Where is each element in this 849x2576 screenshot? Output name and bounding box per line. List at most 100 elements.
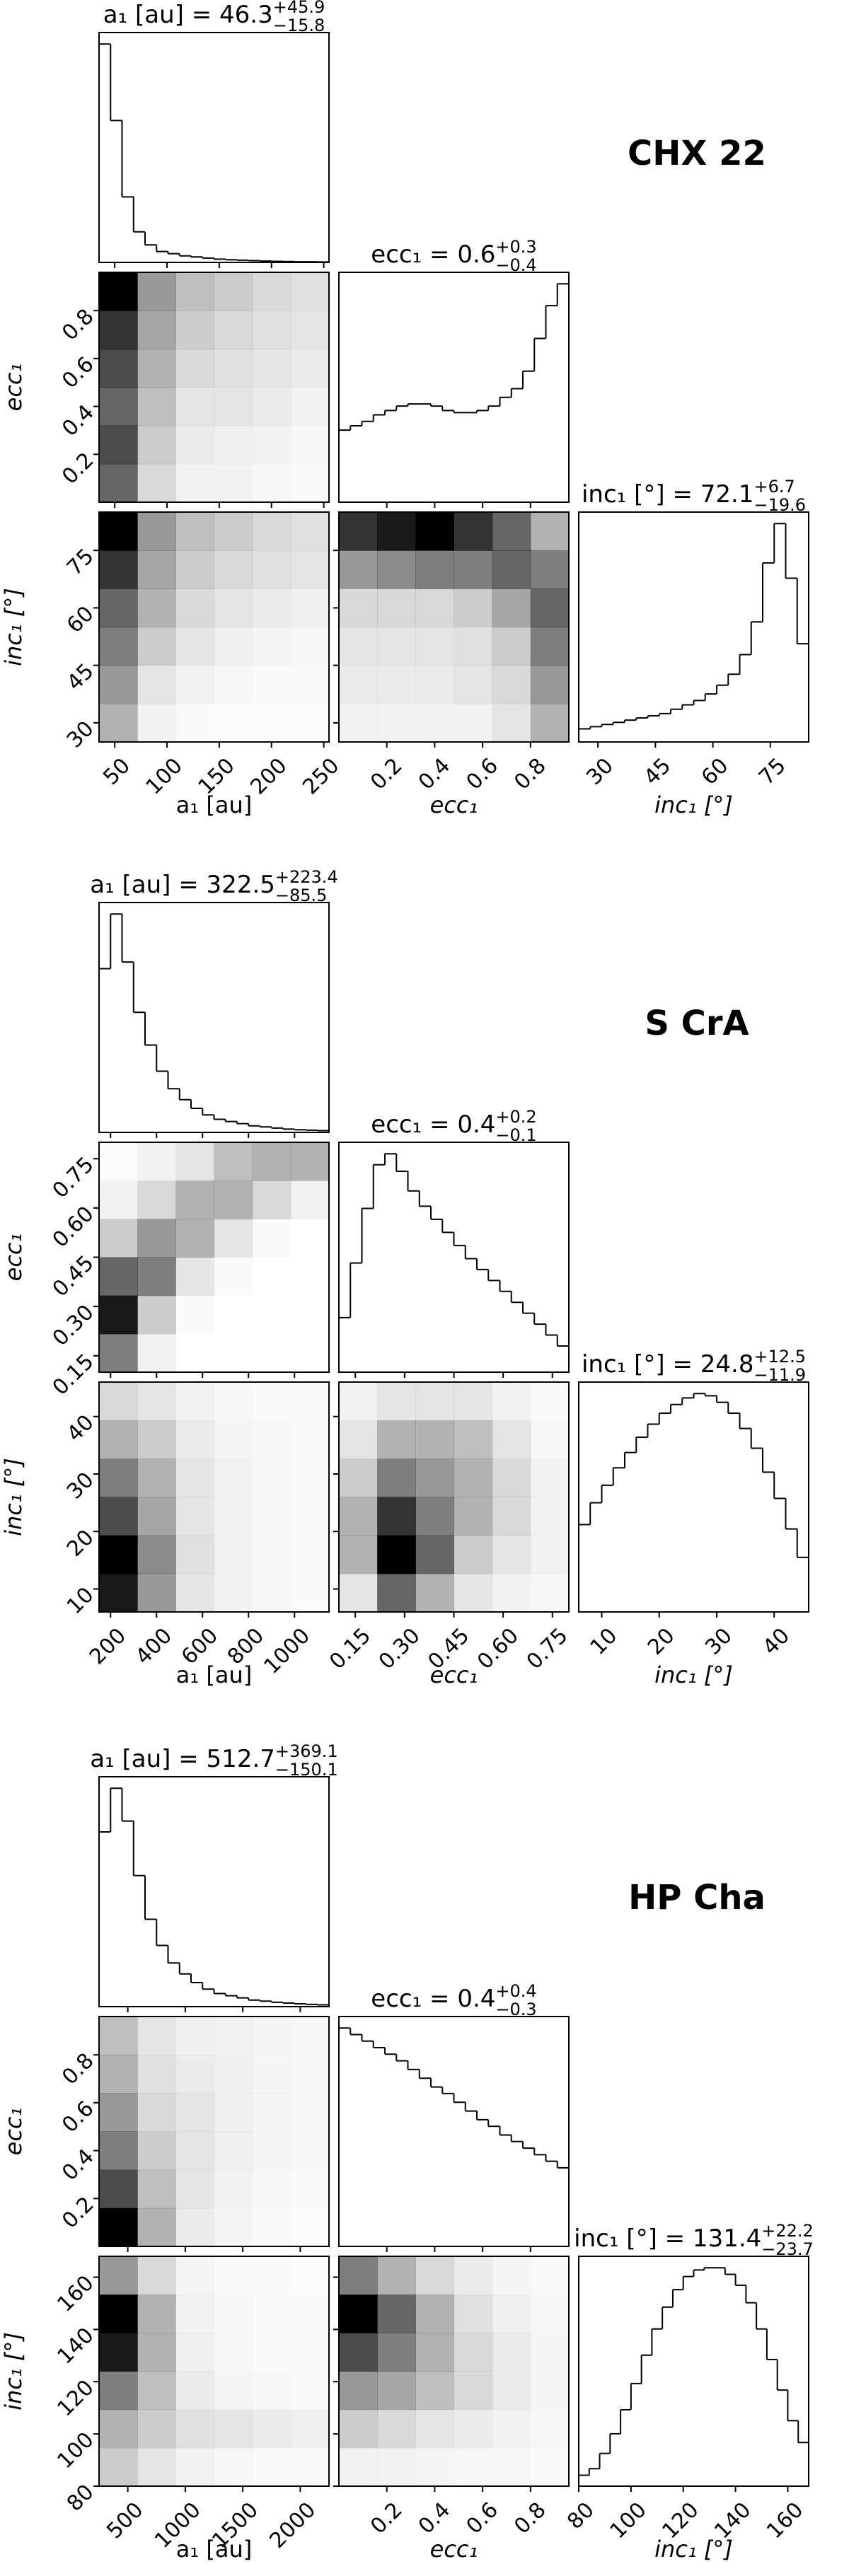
density-cell	[377, 2409, 416, 2449]
density-cell	[214, 1180, 253, 1219]
density-cell	[531, 1574, 570, 1613]
density-cell	[415, 2447, 454, 2487]
density-cell	[377, 2371, 416, 2410]
density-cell	[175, 512, 214, 551]
density-cell	[137, 2169, 176, 2209]
density-cell	[137, 665, 176, 704]
title-main: inc₁ [°] = 24.8	[582, 1350, 753, 1379]
y-tick-label: 60	[62, 601, 99, 638]
density-cell	[415, 1535, 454, 1574]
density-cell	[137, 2409, 176, 2449]
density-cell	[99, 627, 138, 666]
density-cell	[492, 512, 531, 551]
hist-title: a₁ [au] = 46.3+45.9 −15.8	[103, 0, 325, 35]
density-cell	[252, 588, 291, 627]
density-cell	[454, 627, 493, 666]
x-tick-label: 400	[131, 1623, 177, 1669]
y-tick-label: 0.60	[48, 1202, 99, 1253]
density-cell	[492, 2333, 531, 2372]
density-cell	[530, 2371, 570, 2410]
density-cell	[530, 512, 570, 551]
density-cell	[454, 1573, 493, 1613]
density-cell	[137, 387, 176, 427]
x-tick-label: 30	[700, 1623, 737, 1660]
title-main: inc₁ [°] = 131.4	[574, 2224, 761, 2253]
density-cell	[137, 272, 176, 311]
y-tick-label: 0.4	[57, 2145, 98, 2186]
density-cell	[137, 425, 176, 465]
title-lower: −150.1	[275, 1760, 338, 1780]
density-cell	[253, 1574, 291, 1613]
density-cell	[99, 2055, 138, 2094]
density-cell	[175, 1219, 214, 1258]
hist-title: inc₁ [°] = 24.8+12.5 −11.9	[582, 1347, 806, 1385]
density-cell	[492, 2256, 531, 2295]
y-tick-label: 0.4	[57, 400, 98, 441]
density-cell	[137, 2131, 176, 2171]
density-cell	[253, 1296, 291, 1335]
x-tick-label: 160	[762, 2497, 808, 2543]
density-cell	[339, 1573, 378, 1613]
density-cell	[137, 2256, 176, 2295]
density-cell	[415, 2371, 454, 2410]
density-cell	[454, 2256, 493, 2295]
density-cell	[253, 2208, 291, 2247]
title-lower: −0.3	[495, 2000, 536, 2019]
density-cell	[175, 2294, 214, 2333]
panel-frame	[98, 511, 330, 743]
density-cell	[253, 2294, 291, 2333]
density-cell	[252, 512, 291, 551]
title-main: ecc₁ = 0.4	[371, 1110, 495, 1139]
x-tick-label: 20	[643, 1623, 680, 1660]
x-axis-label: ecc₁	[430, 2536, 478, 2563]
density-cell	[377, 550, 416, 589]
density-cell	[253, 1382, 291, 1421]
density-cell	[415, 1458, 454, 1497]
x-tick-label: 80	[562, 2497, 599, 2534]
density-cell	[291, 1219, 330, 1258]
density-cell	[492, 1497, 531, 1536]
density-cell	[415, 1497, 454, 1536]
density-cell	[214, 425, 253, 465]
title-lower: −0.4	[495, 255, 536, 275]
density-cell	[530, 2333, 570, 2372]
density-cell	[415, 512, 454, 551]
hist-title: a₁ [au] = 322.5+223.4 −85.5	[90, 867, 337, 905]
hist-title: ecc₁ = 0.6+0.3 −0.4	[371, 237, 536, 275]
density-cell	[99, 1573, 138, 1613]
hist-title: inc₁ [°] = 131.4+22.2 −23.7	[574, 2221, 814, 2259]
density-cell	[214, 588, 253, 627]
x-tick-label: 0.8	[509, 753, 550, 794]
density-cell	[253, 666, 291, 704]
density-cell	[137, 2055, 176, 2094]
density-cell	[377, 665, 416, 704]
density-cell	[415, 665, 454, 704]
title-upper: +0.2	[495, 1107, 536, 1127]
density-cell	[137, 1535, 176, 1574]
density-cell	[175, 2207, 214, 2247]
density-cell	[454, 2371, 493, 2410]
y-axis-label: ecc₁	[0, 1234, 27, 1282]
density-cell	[137, 2093, 176, 2132]
density-cell	[252, 1180, 291, 1219]
density-cell	[291, 2256, 330, 2295]
density-cell	[291, 2170, 330, 2209]
panel-frame	[578, 2256, 809, 2487]
density-cell	[291, 666, 330, 704]
density-cell	[99, 512, 138, 551]
density-cell	[99, 2169, 138, 2209]
density-cell	[214, 2371, 253, 2410]
density-cell	[252, 2131, 291, 2171]
y-axis-label: inc₁ [°]	[0, 2332, 27, 2410]
density-cell	[252, 272, 291, 311]
density-cell	[99, 1219, 138, 1258]
density-cell	[530, 550, 570, 589]
density-cell	[99, 1420, 138, 1459]
density-cell	[291, 2208, 330, 2247]
x-axis-label: inc₁ [°]	[654, 791, 733, 818]
title-upper: +369.1	[275, 1741, 338, 1761]
density-cell	[214, 1420, 253, 1459]
density-cell	[291, 464, 330, 503]
density-cell	[339, 2333, 378, 2372]
density-cell	[175, 588, 214, 627]
